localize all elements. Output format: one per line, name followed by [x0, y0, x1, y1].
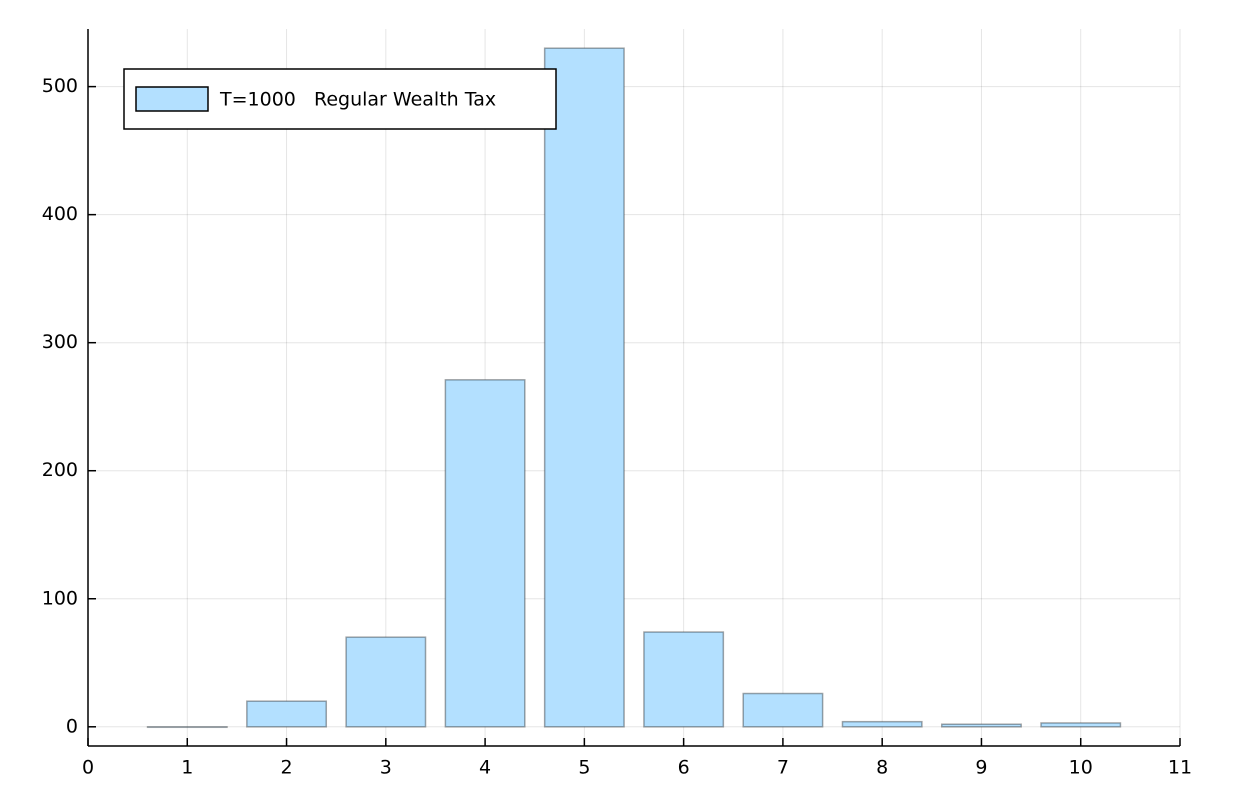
x-tick-label: 7: [777, 757, 789, 779]
bar: [146, 726, 228, 729]
bar: [940, 723, 1022, 728]
y-tick-label: 500: [42, 75, 78, 97]
x-tick-label: 8: [876, 757, 888, 779]
bar: [246, 700, 328, 728]
bar: [841, 720, 923, 728]
y-tick-label: 400: [42, 203, 78, 225]
bar: [643, 631, 725, 728]
bar: [345, 636, 427, 728]
bar: [1040, 722, 1122, 728]
x-tick-label: 4: [479, 757, 491, 779]
y-tick-label: 0: [66, 715, 78, 737]
bar: [543, 47, 625, 728]
x-tick-label: 3: [380, 757, 392, 779]
x-tick-label: 10: [1069, 757, 1093, 779]
x-tick-label: 0: [82, 757, 94, 779]
x-tick-label: 2: [280, 757, 292, 779]
y-tick-label: 100: [42, 587, 78, 609]
legend-label: T=1000 Regular Wealth Tax: [219, 89, 496, 111]
x-tick-label: 5: [578, 757, 590, 779]
bar: [444, 379, 526, 728]
bar: [742, 692, 824, 728]
legend-swatch: [135, 86, 209, 112]
y-tick-label: 200: [42, 459, 78, 481]
x-tick-label: 11: [1168, 757, 1192, 779]
x-tick-label: 6: [678, 757, 690, 779]
y-tick-label: 300: [42, 331, 78, 353]
x-tick-label: 1: [181, 757, 193, 779]
x-tick-label: 9: [975, 757, 987, 779]
